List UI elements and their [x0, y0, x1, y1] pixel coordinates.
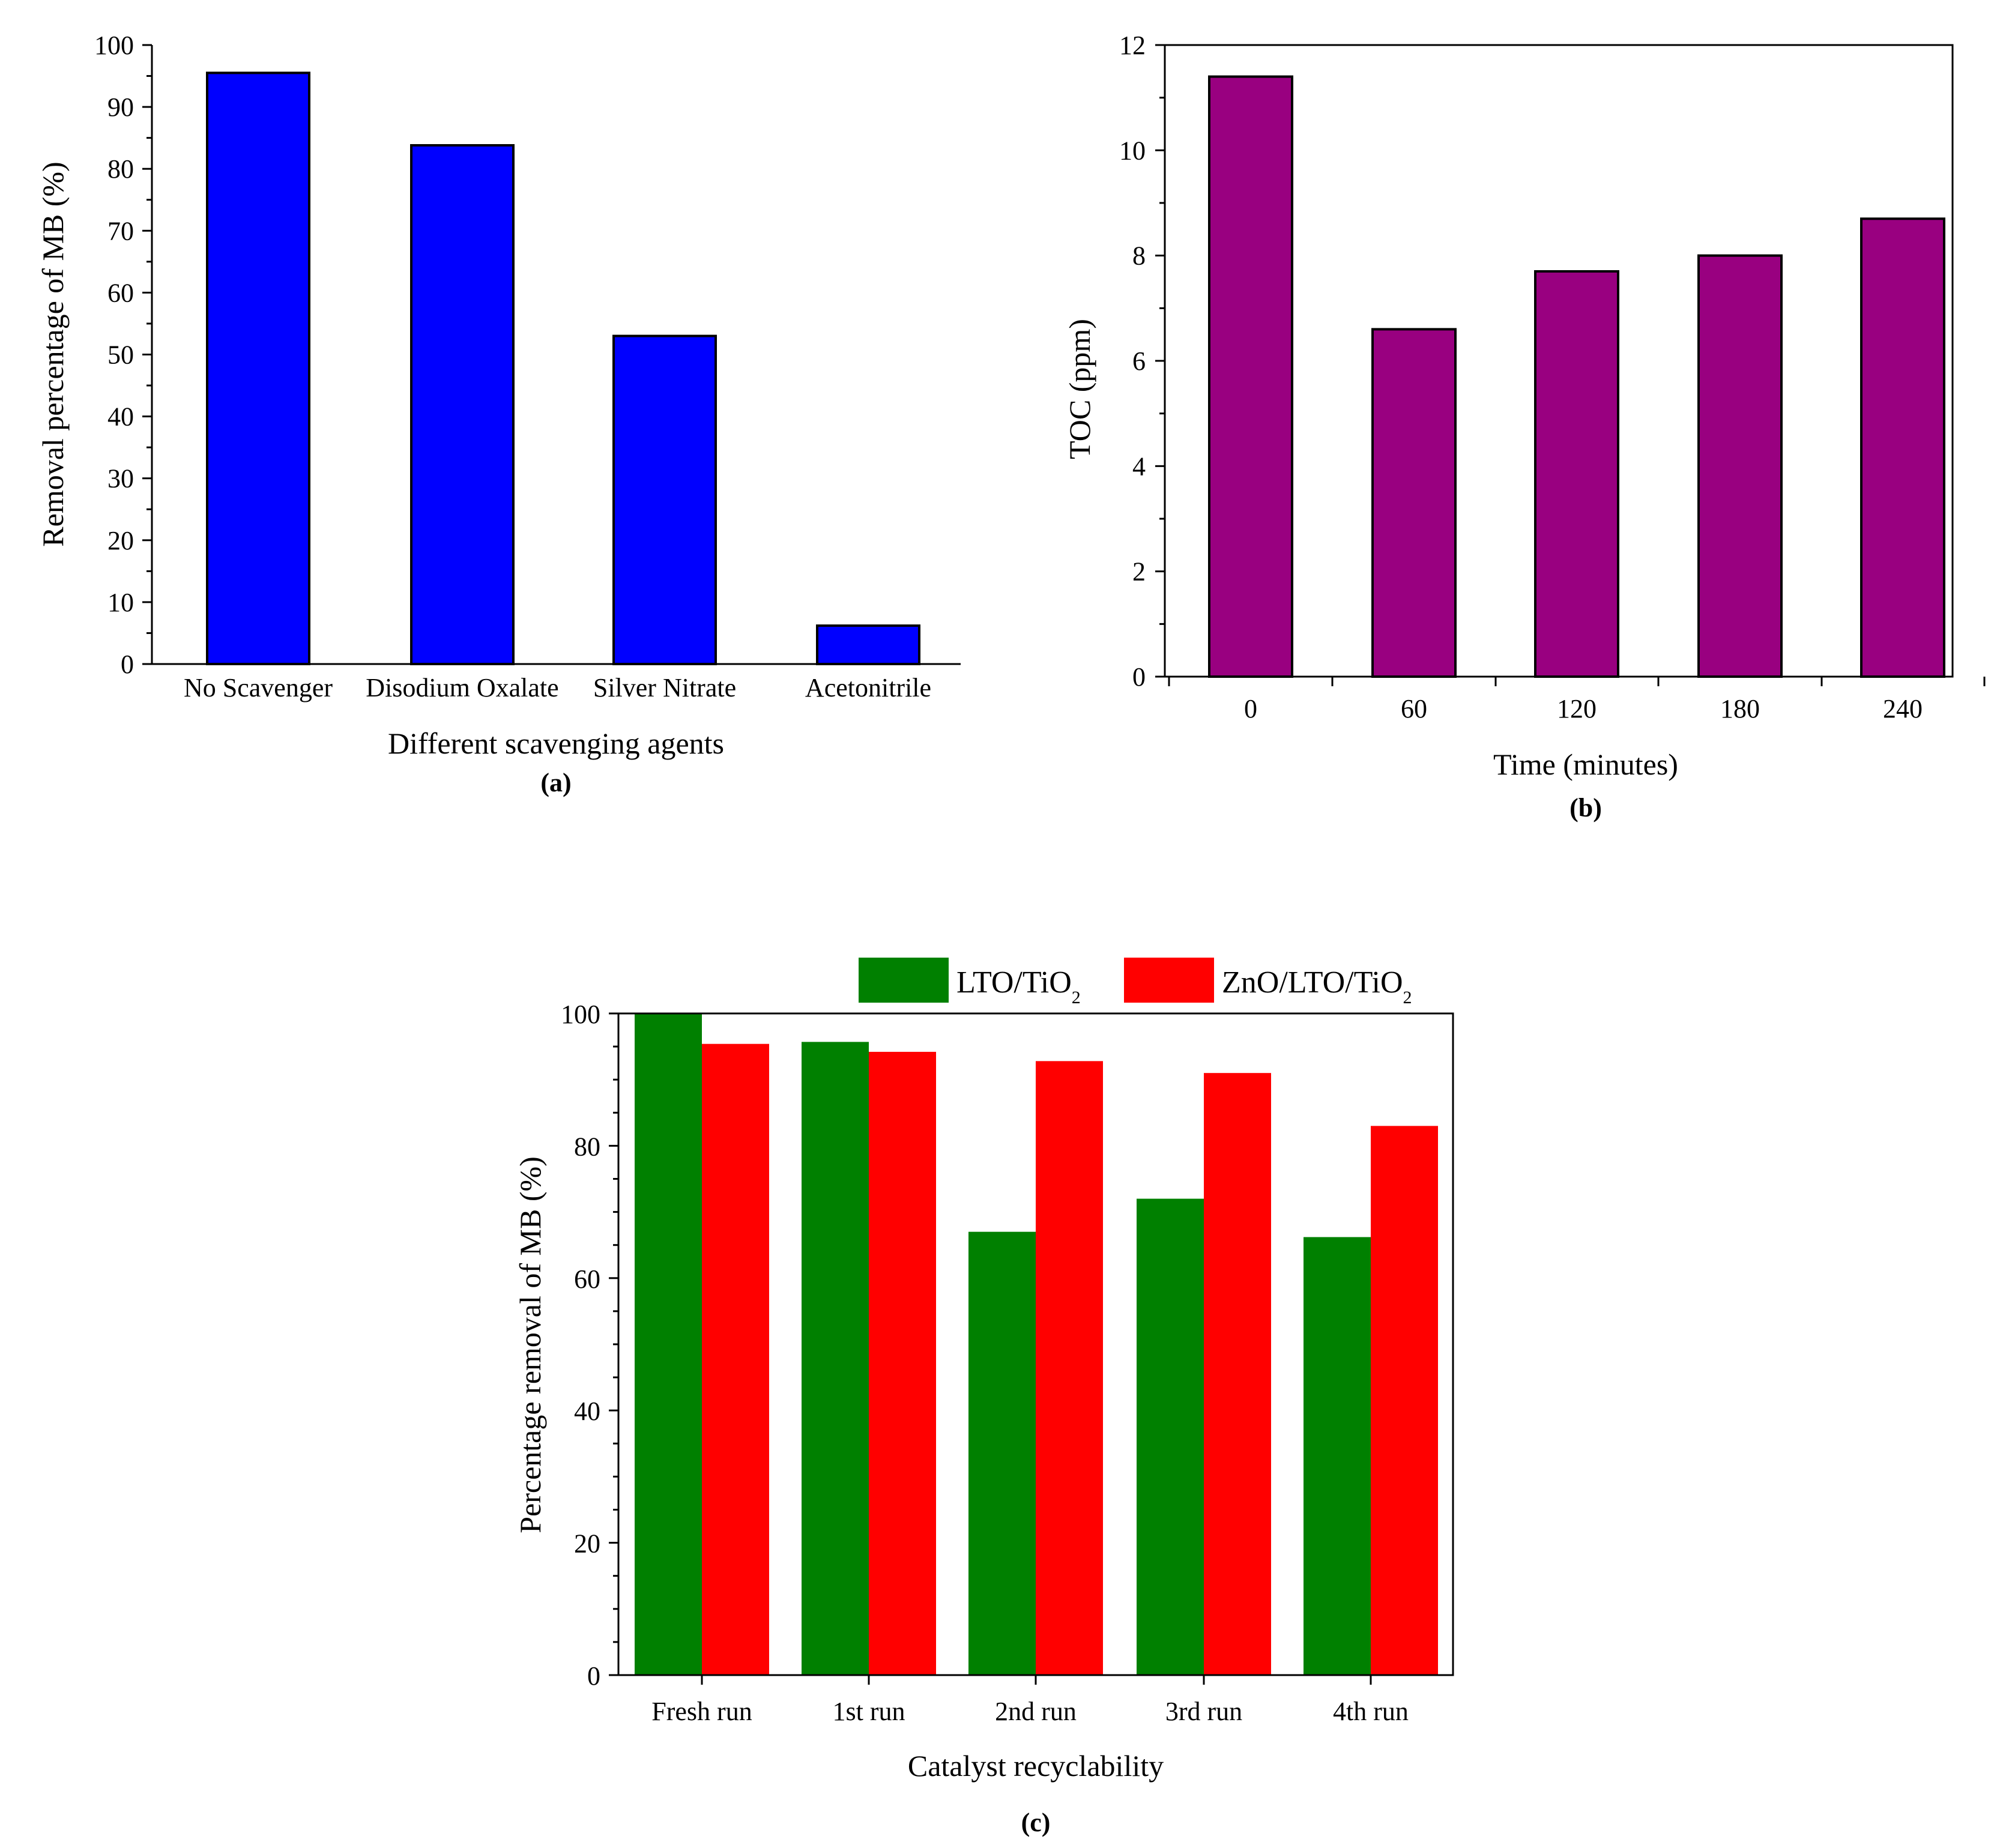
chart-b-bar-120 — [1534, 270, 1619, 678]
chart-c-panel-label: (c) — [1021, 1808, 1051, 1837]
legend-swatch-lto-tio2 — [859, 958, 949, 1003]
chart-a-bars — [206, 71, 920, 666]
chart-c-y-tick-label: 100 — [561, 1000, 600, 1029]
chart-a-x-ticks: No Scavenger Disodium Oxalate Silver Nitra… — [184, 673, 931, 702]
chart-c: 0 20 40 60 80 100 Fresh run 1st run 2nd run 3rd … — [513, 958, 1454, 1837]
chart-a-y-tick-label: 50 — [107, 340, 134, 370]
chart-b-y-tick-label: 8 — [1132, 241, 1146, 271]
chart-c-bar-lto-tio2-3rd-run — [1137, 1198, 1204, 1675]
chart-c-bars — [635, 1013, 1438, 1675]
chart-c-bar-lto-tio2-1st-run — [802, 1042, 869, 1675]
chart-a-panel-label: (a) — [540, 768, 571, 797]
chart-c-bar-zno-lto-tio2-fresh-run — [702, 1043, 769, 1675]
chart-a-bar-disodium-oxalate — [410, 144, 515, 666]
chart-a-y-label: Removal percentage of MB (%) — [36, 162, 70, 546]
chart-c-bar-zno-lto-tio2-1st-run — [869, 1051, 936, 1675]
chart-b: 0 2 4 6 8 10 12 0 60 120 180 240 TOC (ppm) Time (m… — [1063, 31, 1986, 823]
chart-c-y-tick-label: 0 — [587, 1661, 600, 1691]
chart-b-bars — [1208, 75, 1945, 678]
chart-a-y-tick-label: 40 — [107, 402, 134, 432]
chart-c-bar-zno-lto-tio2-3rd-run — [1204, 1073, 1271, 1675]
chart-c-bar-lto-tio2-fresh-run — [635, 1013, 702, 1675]
chart-a-x-tick-label: Silver Nitrate — [593, 673, 736, 702]
chart-a: 0 10 20 30 40 50 60 70 80 90 100 No Scavenger Disod… — [36, 31, 961, 797]
chart-c-y-tick-label: 20 — [574, 1529, 600, 1559]
chart-c-x-tick-label: 2nd run — [995, 1697, 1077, 1726]
legend-label-lto-tio2: LTO/TiO2 — [956, 965, 1081, 1007]
chart-a-y-tick-label: 0 — [121, 650, 134, 679]
chart-c-bar-zno-lto-tio2-2nd-run — [1036, 1061, 1103, 1675]
chart-a-y-ticks: 0 10 20 30 40 50 60 70 80 90 100 — [94, 31, 152, 679]
chart-c-y-tick-label: 40 — [574, 1397, 600, 1426]
chart-c-x-ticks: Fresh run 1st run 2nd run 3rd run 4th run — [651, 1675, 1409, 1726]
chart-c-x-tick-label: 3rd run — [1165, 1697, 1242, 1726]
chart-b-x-ticks: 0 60 120 180 240 — [1168, 677, 1986, 723]
chart-b-y-tick-label: 6 — [1132, 346, 1146, 376]
legend-label-zno-lto-tio2: ZnO/LTO/TiO2 — [1222, 965, 1412, 1007]
chart-a-y-tick-label: 10 — [107, 588, 134, 617]
chart-b-y-tick-label: 2 — [1132, 557, 1146, 587]
chart-c-x-label: Catalyst recyclability — [908, 1749, 1164, 1783]
legend-label-lto-tio2-sub: 2 — [1072, 988, 1081, 1007]
chart-a-bar-acetonitrile — [816, 624, 920, 666]
chart-b-y-tick-label: 0 — [1132, 662, 1146, 692]
chart-b-x-tick-label: 180 — [1720, 694, 1760, 723]
legend-label-zno-lto-tio2-main: ZnO/LTO/TiO — [1222, 965, 1403, 1000]
chart-a-x-tick-label: No Scavenger — [184, 673, 333, 702]
chart-a-y-tick-label: 100 — [94, 31, 134, 60]
chart-b-x-label: Time (minutes) — [1493, 747, 1678, 781]
chart-b-bar-180 — [1697, 254, 1783, 678]
chart-b-y-tick-label: 12 — [1119, 31, 1146, 60]
chart-c-x-tick-label: 4th run — [1333, 1697, 1409, 1726]
chart-a-bar-no-scavenger — [206, 71, 310, 665]
chart-c-bar-lto-tio2-4th-run — [1304, 1237, 1371, 1675]
chart-a-bar-silver-nitrate — [612, 334, 717, 665]
chart-c-x-tick-label: 1st run — [833, 1697, 905, 1726]
chart-b-y-tick-label: 10 — [1119, 136, 1146, 165]
chart-c-y-tick-label: 80 — [574, 1132, 600, 1161]
chart-a-x-label: Different scavenging agents — [388, 726, 724, 760]
chart-a-y-tick-label: 90 — [107, 92, 134, 122]
chart-b-y-ticks: 0 2 4 6 8 10 12 — [1119, 31, 1165, 692]
chart-a-y-tick-label: 80 — [107, 154, 134, 184]
legend-label-lto-tio2-main: LTO/TiO — [956, 965, 1072, 1000]
chart-a-y-tick-label: 60 — [107, 278, 134, 307]
chart-b-y-label: TOC (ppm) — [1063, 319, 1096, 459]
chart-b-x-tick-label: 120 — [1557, 694, 1597, 723]
chart-a-y-tick-label: 70 — [107, 216, 134, 246]
chart-c-x-tick-label: Fresh run — [651, 1697, 752, 1726]
legend-swatch-zno-lto-tio2 — [1124, 958, 1214, 1003]
chart-a-x-tick-label: Acetonitrile — [805, 673, 931, 702]
chart-c-bar-lto-tio2-2nd-run — [968, 1231, 1036, 1675]
chart-a-x-tick-label: Disodium Oxalate — [366, 673, 558, 702]
legend-label-zno-lto-tio2-sub: 2 — [1403, 988, 1412, 1007]
chart-a-y-tick-label: 20 — [107, 526, 134, 555]
chart-b-x-tick-label: 60 — [1401, 694, 1427, 723]
chart-b-y-tick-label: 4 — [1132, 451, 1146, 481]
chart-b-x-tick-label: 0 — [1244, 694, 1257, 723]
chart-b-bar-0 — [1208, 75, 1293, 678]
chart-c-y-ticks: 0 20 40 60 80 100 — [561, 1000, 618, 1691]
chart-c-y-label: Percentage removal of MB (%) — [513, 1156, 547, 1533]
chart-b-panel-label: (b) — [1569, 793, 1602, 823]
chart-b-x-tick-label: 240 — [1883, 694, 1923, 723]
chart-b-bar-240 — [1860, 217, 1945, 678]
chart-b-bar-60 — [1371, 328, 1457, 678]
chart-c-y-tick-label: 60 — [574, 1264, 600, 1294]
chart-c-legend: LTO/TiO2 ZnO/LTO/TiO2 — [859, 958, 1412, 1007]
chart-a-y-tick-label: 30 — [107, 464, 134, 494]
chart-c-bar-zno-lto-tio2-4th-run — [1371, 1126, 1438, 1675]
